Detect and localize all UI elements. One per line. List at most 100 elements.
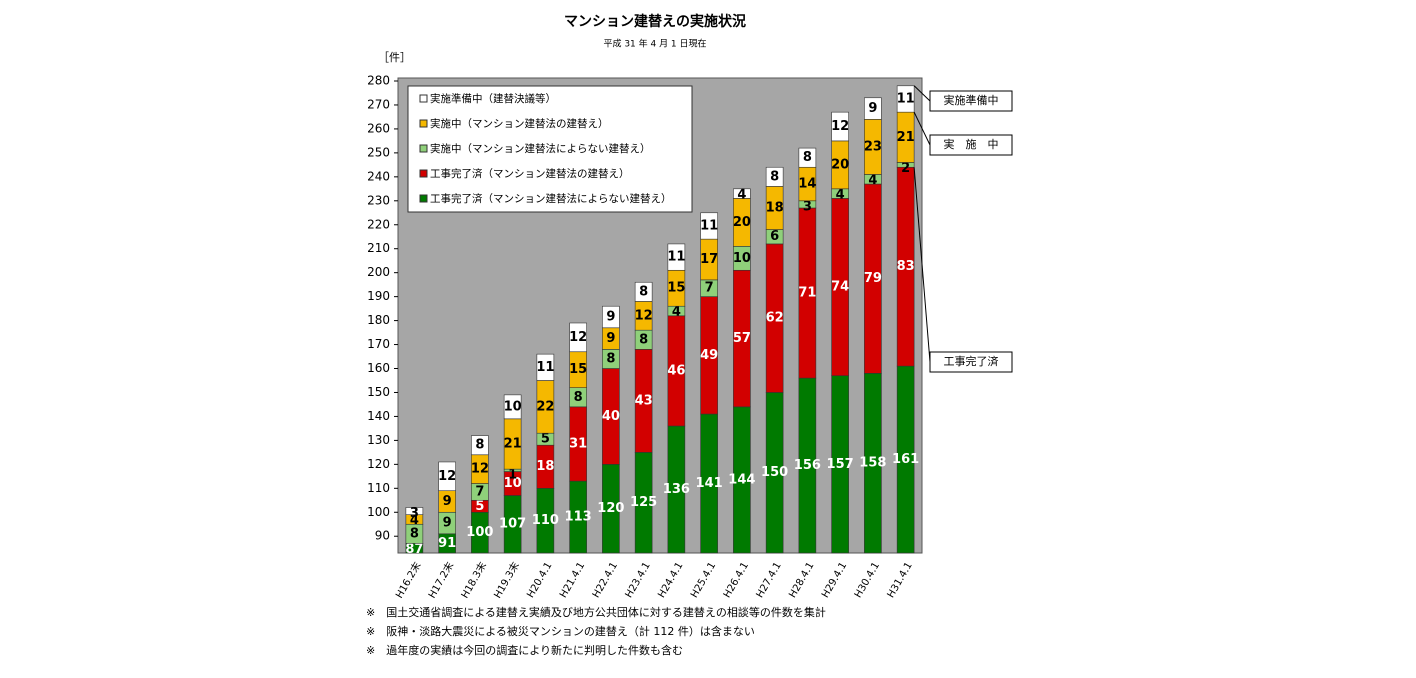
x-tick-label: H16.2末 — [392, 560, 423, 601]
data-label: 12 — [471, 462, 489, 477]
data-label: 5 — [541, 432, 550, 447]
y-tick-label: 270 — [367, 97, 390, 111]
legend — [407, 85, 693, 213]
bar-stack: 100 57 12 8 — [466, 435, 493, 554]
bar-stack: 144 57 10 20 4 — [728, 187, 755, 554]
y-tick-label: 160 — [367, 361, 390, 375]
bar-stack: 157 74 4 20 12 — [827, 111, 854, 554]
x-tick-label: H27.4.1 — [755, 561, 784, 601]
data-label: 8 — [770, 169, 779, 184]
annotation: 工事完了済 — [944, 354, 999, 368]
data-label: 20 — [733, 215, 751, 230]
x-tick-label: H18.3末 — [458, 560, 489, 601]
bar-segment — [667, 243, 686, 271]
y-tick-label: 240 — [367, 169, 390, 183]
bar-segment — [896, 85, 915, 113]
bar-segment — [536, 353, 555, 381]
bar-stack: 113 31 8 15 12 — [565, 322, 592, 554]
y-axis-label: ［件］ — [378, 51, 411, 64]
data-label: 14 — [798, 177, 816, 192]
data-label: 9 — [868, 101, 877, 116]
bar-segment — [634, 281, 653, 302]
data-label: 9 — [606, 310, 615, 325]
data-label: 113 — [565, 510, 592, 525]
data-label: 9 — [443, 516, 452, 531]
legend-label: 実施中（マンション建替法の建替え） — [430, 117, 609, 130]
data-label: 4 — [410, 513, 419, 528]
data-label: 74 — [831, 280, 849, 295]
x-tick-label: H23.4.1 — [624, 561, 653, 601]
bar-segment — [733, 188, 751, 199]
x-tick-label: H19.3末 — [491, 560, 522, 601]
y-tick-label: 90 — [375, 529, 390, 543]
data-label: 40 — [602, 409, 620, 424]
y-tick-label: 110 — [367, 481, 390, 495]
data-label: 161 — [892, 452, 919, 467]
data-label: 10 — [733, 251, 751, 266]
y-tick-label: 210 — [367, 241, 390, 255]
data-label: 156 — [794, 458, 821, 473]
data-label: 18 — [766, 200, 784, 215]
y-tick-label: 260 — [367, 121, 390, 135]
x-tick-label: H28.4.1 — [787, 561, 816, 601]
data-label: 141 — [696, 476, 723, 491]
bar-stack: 150 62 6 18 8 — [761, 166, 788, 554]
x-tick-label: H20.4.1 — [525, 561, 554, 601]
x-tick-label: H24.4.1 — [656, 561, 685, 601]
data-label: 4 — [737, 187, 746, 202]
bar-stack: 120 40 8 9 9 — [597, 305, 624, 554]
data-label: 12 — [569, 330, 587, 345]
data-label: 79 — [864, 271, 882, 286]
annotation-leader — [913, 111, 931, 146]
data-label: 8 — [574, 390, 583, 405]
data-label: 5 — [475, 499, 484, 514]
x-tick-label: H31.4.1 — [886, 561, 915, 601]
data-label: 100 — [466, 525, 493, 540]
annotation-box — [929, 134, 1013, 156]
data-label: 7 — [705, 281, 714, 296]
data-label: 120 — [597, 501, 624, 516]
legend-swatch — [419, 94, 428, 103]
data-label: 12 — [831, 119, 849, 134]
data-label: 4 — [672, 305, 681, 320]
bar-segment — [864, 97, 882, 120]
bar-stack: 136 46 4 15 11 — [663, 243, 690, 554]
data-label: 43 — [635, 393, 653, 408]
data-label: 8 — [475, 438, 484, 453]
annotation-leader — [913, 85, 931, 102]
x-tick-label: H17.2末 — [425, 560, 456, 601]
data-label: 3 — [410, 506, 419, 521]
data-label: 31 — [569, 436, 587, 451]
data-label: 11 — [536, 360, 554, 375]
data-label: 15 — [569, 362, 587, 377]
data-label: 110 — [532, 513, 559, 528]
data-label: 125 — [630, 495, 657, 510]
data-label: 21 — [897, 130, 915, 145]
y-tick-label: 250 — [367, 145, 390, 159]
y-tick-label: 230 — [367, 193, 390, 207]
bar-segment — [438, 461, 456, 492]
data-label: 8 — [639, 284, 648, 299]
data-label: 1 — [508, 468, 517, 483]
data-label: 57 — [733, 331, 751, 346]
legend-label: 工事完了済（マンション建替法の建替え） — [430, 167, 630, 180]
y-tick-label: 200 — [367, 265, 390, 279]
data-label: 11 — [667, 250, 685, 265]
legend-label: 工事完了済（マンション建替法によらない建替え） — [430, 192, 672, 205]
data-label: 71 — [798, 286, 816, 301]
annotation-box — [929, 90, 1013, 112]
data-label: 12 — [438, 469, 456, 484]
y-tick-label: 100 — [367, 505, 390, 519]
bar-segment — [700, 212, 718, 240]
annotation-box — [929, 351, 1013, 373]
chart-subtitle: 平成 31 年 4 月 1 日現在 — [603, 38, 706, 50]
data-label: 22 — [536, 399, 554, 414]
data-label: 91 — [438, 536, 456, 551]
footnote: ※ 過年度の実績は今回の調査により新たに判明した件数も含む — [366, 643, 683, 657]
y-tick-label: 150 — [367, 385, 390, 399]
data-label: 6 — [770, 229, 779, 244]
legend-label: 実施中（マンション建替法によらない建替え） — [430, 142, 651, 155]
